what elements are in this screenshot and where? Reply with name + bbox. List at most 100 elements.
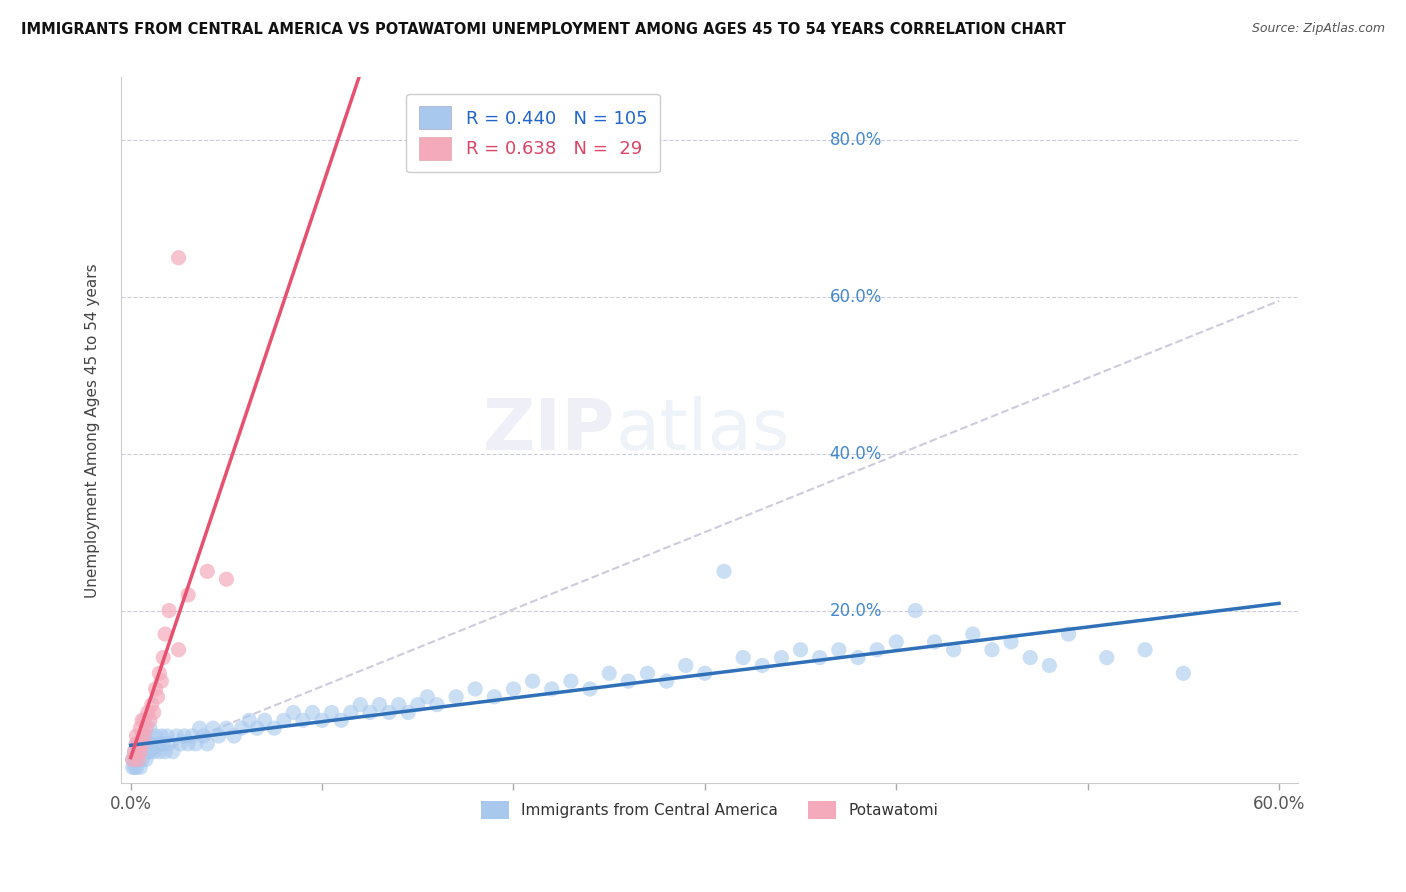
Point bbox=[904, 603, 927, 617]
Point bbox=[675, 658, 697, 673]
Point bbox=[121, 752, 143, 766]
Point bbox=[129, 737, 152, 751]
Point bbox=[502, 681, 524, 696]
Point bbox=[301, 706, 323, 720]
Point bbox=[733, 650, 755, 665]
Point bbox=[124, 752, 146, 766]
Point bbox=[693, 666, 716, 681]
Point bbox=[127, 737, 149, 751]
Point bbox=[148, 666, 170, 681]
Point bbox=[1095, 650, 1118, 665]
Point bbox=[131, 737, 153, 751]
Point bbox=[579, 681, 602, 696]
Point bbox=[135, 729, 157, 743]
Point bbox=[156, 729, 179, 743]
Point bbox=[173, 729, 195, 743]
Point bbox=[177, 588, 200, 602]
Point bbox=[135, 752, 157, 766]
Point bbox=[121, 752, 143, 766]
Point bbox=[129, 760, 152, 774]
Point bbox=[188, 721, 211, 735]
Point bbox=[132, 737, 155, 751]
Point bbox=[167, 251, 190, 265]
Point bbox=[866, 642, 889, 657]
Point bbox=[540, 681, 562, 696]
Point bbox=[181, 729, 204, 743]
Point bbox=[846, 650, 869, 665]
Point bbox=[636, 666, 658, 681]
Point bbox=[215, 572, 238, 586]
Point bbox=[141, 698, 163, 712]
Point bbox=[177, 737, 200, 751]
Point bbox=[153, 745, 176, 759]
Point bbox=[222, 729, 245, 743]
Point bbox=[924, 635, 946, 649]
Point bbox=[139, 721, 162, 735]
Point bbox=[136, 745, 159, 759]
Point bbox=[132, 745, 155, 759]
Point bbox=[962, 627, 984, 641]
Point bbox=[193, 729, 215, 743]
Text: 40.0%: 40.0% bbox=[830, 445, 882, 463]
Point bbox=[378, 706, 401, 720]
Point bbox=[127, 752, 149, 766]
Point bbox=[464, 681, 486, 696]
Text: Source: ZipAtlas.com: Source: ZipAtlas.com bbox=[1251, 22, 1385, 36]
Point bbox=[246, 721, 269, 735]
Text: 20.0%: 20.0% bbox=[830, 601, 882, 620]
Point bbox=[789, 642, 811, 657]
Point bbox=[142, 745, 165, 759]
Point bbox=[127, 745, 149, 759]
Point bbox=[808, 650, 831, 665]
Point bbox=[142, 706, 165, 720]
Point bbox=[146, 737, 169, 751]
Point bbox=[1133, 642, 1156, 657]
Point bbox=[215, 721, 238, 735]
Point bbox=[125, 729, 148, 743]
Point bbox=[195, 737, 218, 751]
Point bbox=[291, 714, 314, 728]
Point bbox=[617, 674, 640, 689]
Point bbox=[146, 690, 169, 704]
Point bbox=[125, 760, 148, 774]
Point bbox=[283, 706, 305, 720]
Point bbox=[166, 729, 188, 743]
Point bbox=[1173, 666, 1195, 681]
Point bbox=[238, 714, 260, 728]
Point bbox=[129, 745, 152, 759]
Point bbox=[152, 737, 174, 751]
Point bbox=[349, 698, 371, 712]
Point bbox=[321, 706, 343, 720]
Point bbox=[157, 737, 180, 751]
Text: 60.0%: 60.0% bbox=[830, 288, 882, 306]
Point bbox=[145, 729, 167, 743]
Point bbox=[426, 698, 449, 712]
Point bbox=[136, 706, 159, 720]
Point bbox=[124, 760, 146, 774]
Point bbox=[444, 690, 467, 704]
Point bbox=[770, 650, 793, 665]
Point bbox=[157, 603, 180, 617]
Point bbox=[121, 760, 143, 774]
Point bbox=[125, 737, 148, 751]
Point bbox=[135, 721, 157, 735]
Point bbox=[132, 729, 155, 743]
Point bbox=[208, 729, 231, 743]
Text: atlas: atlas bbox=[616, 396, 790, 465]
Point bbox=[150, 729, 173, 743]
Point bbox=[125, 737, 148, 751]
Point bbox=[131, 729, 153, 743]
Point bbox=[195, 565, 218, 579]
Point bbox=[359, 706, 381, 720]
Point bbox=[169, 737, 191, 751]
Point bbox=[141, 737, 163, 751]
Point bbox=[139, 714, 162, 728]
Point bbox=[1000, 635, 1022, 649]
Point bbox=[484, 690, 506, 704]
Point bbox=[124, 745, 146, 759]
Point bbox=[231, 721, 253, 735]
Point bbox=[125, 752, 148, 766]
Point bbox=[131, 714, 153, 728]
Point bbox=[751, 658, 773, 673]
Point bbox=[396, 706, 419, 720]
